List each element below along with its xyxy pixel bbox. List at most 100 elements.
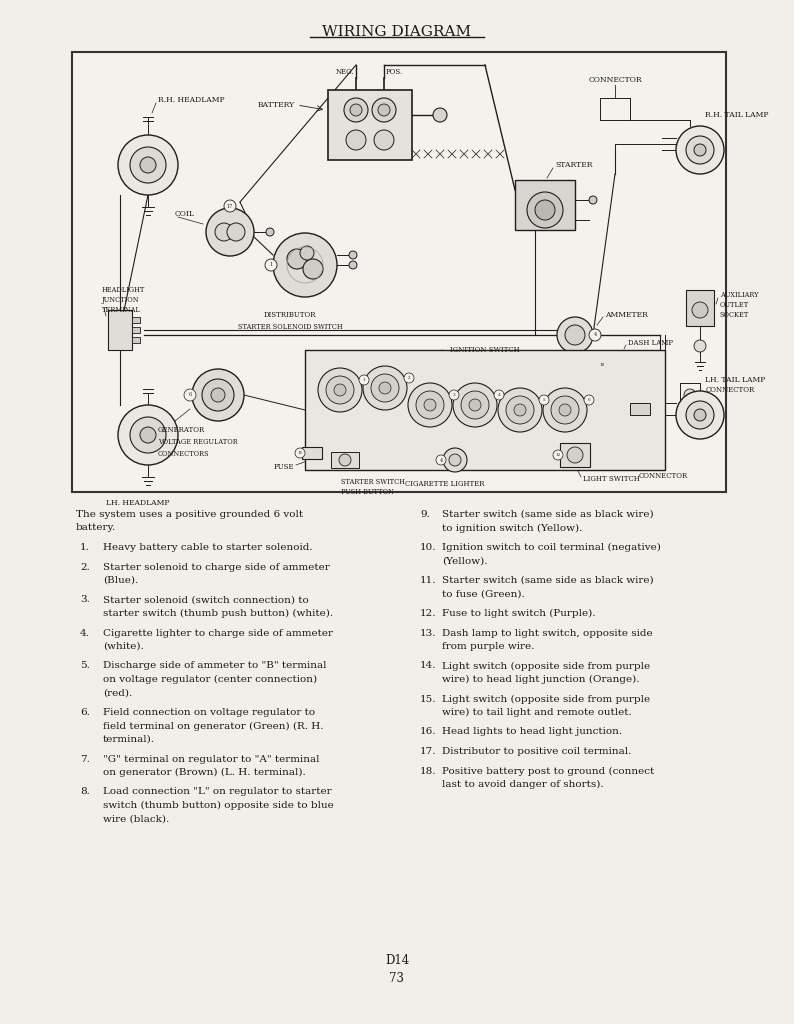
Text: 9.: 9.: [420, 510, 430, 519]
Text: D14: D14: [385, 953, 409, 967]
Circle shape: [224, 200, 236, 212]
Circle shape: [433, 108, 447, 122]
Circle shape: [346, 130, 366, 150]
Text: HEADLIGHT: HEADLIGHT: [102, 286, 145, 294]
Text: 6: 6: [588, 398, 590, 402]
Circle shape: [559, 404, 571, 416]
Text: 8.: 8.: [80, 787, 90, 797]
Text: 3.: 3.: [80, 596, 90, 604]
Text: 16.: 16.: [420, 727, 437, 736]
Text: 1.: 1.: [80, 543, 90, 552]
Circle shape: [539, 395, 549, 406]
Text: SOCKET: SOCKET: [720, 311, 750, 319]
Text: to fuse (Green).: to fuse (Green).: [442, 590, 525, 598]
Circle shape: [494, 390, 504, 400]
Circle shape: [684, 389, 696, 401]
Circle shape: [404, 373, 414, 383]
Bar: [302, 447, 322, 459]
Circle shape: [372, 98, 396, 122]
Bar: [72, 52, 726, 492]
Circle shape: [265, 259, 277, 271]
Text: 17: 17: [227, 204, 233, 209]
Circle shape: [140, 427, 156, 443]
Circle shape: [206, 208, 254, 256]
Text: AUXILIARY: AUXILIARY: [720, 291, 758, 299]
Circle shape: [686, 401, 714, 429]
Text: (Blue).: (Blue).: [103, 575, 138, 585]
Bar: [630, 403, 650, 415]
Text: STARTER SOLENOID SWITCH: STARTER SOLENOID SWITCH: [237, 323, 342, 331]
Text: Cigarette lighter to charge side of ammeter: Cigarette lighter to charge side of amme…: [103, 629, 333, 638]
Text: WIRING DIAGRAM: WIRING DIAGRAM: [322, 25, 472, 39]
Circle shape: [453, 383, 497, 427]
Circle shape: [118, 135, 178, 195]
Text: on generator (Brown) (L. H. terminal).: on generator (Brown) (L. H. terminal).: [103, 768, 306, 777]
Text: 2: 2: [407, 376, 410, 380]
Text: PUSH BUTTON: PUSH BUTTON: [341, 488, 394, 496]
Text: switch (thumb button) opposite side to blue: switch (thumb button) opposite side to b…: [103, 801, 333, 810]
Circle shape: [266, 228, 274, 236]
Circle shape: [273, 233, 337, 297]
Circle shape: [349, 261, 357, 269]
Text: last to avoid danger of shorts).: last to avoid danger of shorts).: [442, 780, 603, 790]
Bar: [331, 452, 359, 468]
Circle shape: [318, 368, 362, 412]
Circle shape: [589, 329, 601, 341]
Circle shape: [694, 409, 706, 421]
Text: 12: 12: [555, 453, 561, 457]
Bar: [132, 327, 140, 333]
Bar: [328, 90, 412, 160]
Circle shape: [553, 450, 563, 460]
Text: Distributor to positive coil terminal.: Distributor to positive coil terminal.: [442, 746, 631, 756]
Text: Discharge side of ammeter to "B" terminal: Discharge side of ammeter to "B" termina…: [103, 662, 326, 671]
Text: Fuse to light switch (Purple).: Fuse to light switch (Purple).: [442, 609, 596, 618]
Circle shape: [339, 454, 351, 466]
Text: Field connection on voltage regulator to: Field connection on voltage regulator to: [103, 708, 315, 717]
Circle shape: [408, 383, 452, 427]
Text: 1: 1: [363, 378, 365, 382]
Circle shape: [535, 200, 555, 220]
Text: R.H. TAIL LAMP: R.H. TAIL LAMP: [705, 111, 769, 119]
Circle shape: [543, 388, 587, 432]
Circle shape: [118, 406, 178, 465]
Text: Starter switch (same side as black wire): Starter switch (same side as black wire): [442, 510, 653, 519]
Text: Starter solenoid (switch connection) to: Starter solenoid (switch connection) to: [103, 596, 309, 604]
Circle shape: [676, 126, 724, 174]
Text: 6: 6: [188, 392, 191, 397]
Circle shape: [374, 130, 394, 150]
Text: starter switch (thumb push button) (white).: starter switch (thumb push button) (whit…: [103, 609, 333, 618]
Text: 4: 4: [593, 333, 596, 338]
Text: FUSE: FUSE: [273, 463, 294, 471]
Text: 14.: 14.: [420, 662, 437, 671]
Circle shape: [461, 391, 489, 419]
Circle shape: [692, 302, 708, 318]
Circle shape: [449, 390, 459, 400]
Text: TERMINAL: TERMINAL: [102, 306, 141, 314]
Text: CONNECTOR: CONNECTOR: [588, 76, 642, 84]
Text: CONNECTORS: CONNECTORS: [158, 450, 210, 458]
Circle shape: [584, 395, 594, 406]
Text: VOLTAGE REGULATOR: VOLTAGE REGULATOR: [158, 438, 237, 446]
Circle shape: [443, 449, 467, 472]
Circle shape: [604, 351, 632, 379]
Text: (Yellow).: (Yellow).: [442, 556, 488, 565]
Text: 4: 4: [498, 393, 500, 397]
Circle shape: [449, 454, 461, 466]
Circle shape: [557, 317, 593, 353]
Text: 11.: 11.: [420, 575, 437, 585]
Text: LH. HEADLAMP: LH. HEADLAMP: [106, 499, 170, 507]
Circle shape: [295, 449, 305, 458]
Text: on voltage regulator (center connection): on voltage regulator (center connection): [103, 675, 317, 684]
Circle shape: [694, 144, 706, 156]
Circle shape: [130, 417, 166, 453]
Circle shape: [436, 455, 446, 465]
Text: CONNECTOR: CONNECTOR: [639, 472, 688, 480]
Text: R.H. HEADLAMP: R.H. HEADLAMP: [158, 96, 225, 104]
Circle shape: [378, 104, 390, 116]
Text: 15.: 15.: [420, 694, 437, 703]
Text: CIGARETTE LIGHTER: CIGARETTE LIGHTER: [405, 480, 485, 488]
Text: AMMETER: AMMETER: [605, 311, 648, 319]
Circle shape: [567, 447, 583, 463]
Circle shape: [514, 404, 526, 416]
Circle shape: [694, 340, 706, 352]
